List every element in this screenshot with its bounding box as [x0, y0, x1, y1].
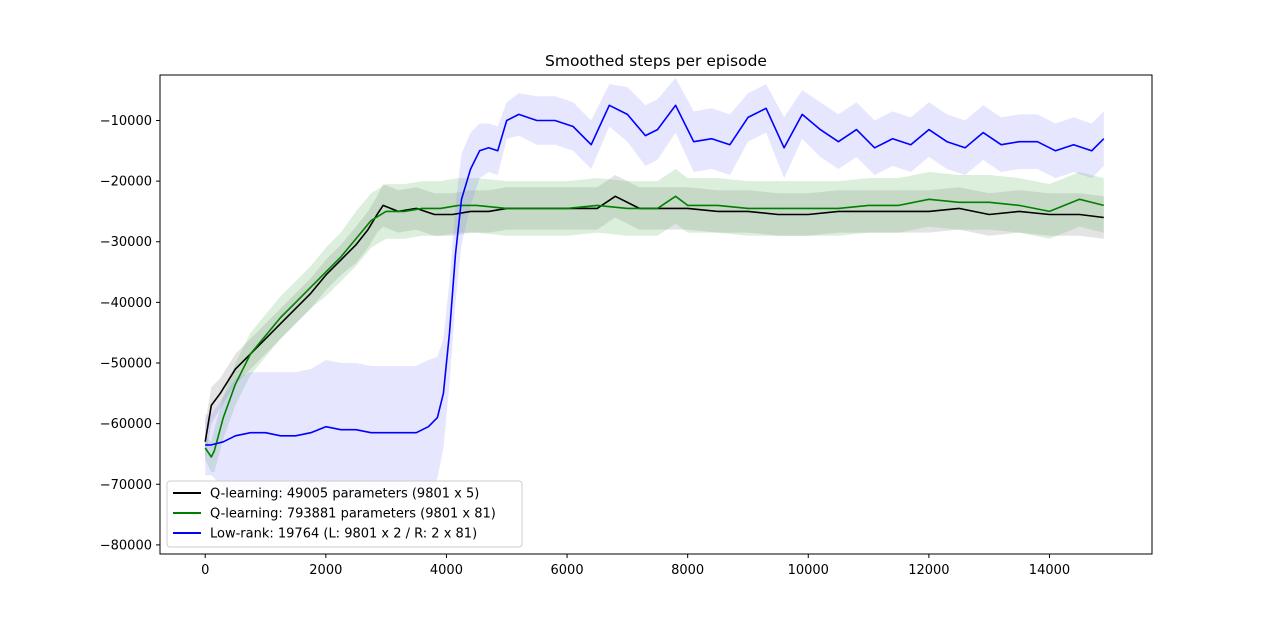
y-tick-label: −60000 — [100, 417, 152, 432]
x-tick-label: 6000 — [551, 563, 584, 578]
y-axis: −80000 −70000 −60000 −50000 −40000 −30000 −200… — [100, 114, 160, 553]
series-1-band — [205, 169, 1104, 473]
legend-label: Low-rank: 19764 (L: 9801 x 2 / R: 2 x 81… — [210, 527, 477, 542]
y-tick-label: −50000 — [100, 357, 152, 372]
y-tick-label: −10000 — [100, 114, 152, 129]
y-tick-label: −80000 — [100, 538, 152, 553]
y-tick-label: −70000 — [100, 478, 152, 493]
x-tick-label: 10000 — [788, 563, 829, 578]
plot-area-frame — [159, 74, 1153, 555]
legend-label: Q-learning: 49005 parameters (9801 x 5) — [210, 487, 479, 502]
series-2-band — [205, 78, 1104, 500]
confidence-bands — [205, 78, 1104, 500]
legend-box — [166, 480, 523, 548]
y-tick-label: −30000 — [100, 235, 152, 250]
x-axis: 0 2000 4000 6000 8000 10000 12000 14000 — [201, 554, 1070, 578]
x-tick-label: 8000 — [671, 563, 704, 578]
x-tick-label: 12000 — [908, 563, 949, 578]
x-tick-label: 2000 — [309, 563, 342, 578]
series-lines — [204, 104, 1105, 458]
x-tick-label: 4000 — [430, 563, 463, 578]
legend-label: Q-learning: 793881 parameters (9801 x 81… — [210, 507, 496, 522]
legend: Q-learning: 49005 parameters (9801 x 5) Q… — [166, 480, 523, 548]
series-1-line — [204, 195, 1104, 458]
x-tick-label: 0 — [201, 563, 209, 578]
series-0-band — [205, 175, 1104, 460]
x-tick-label: 14000 — [1029, 563, 1070, 578]
chart-title: Smoothed steps per episode — [545, 52, 767, 70]
y-tick-label: −20000 — [100, 175, 152, 190]
series-2-line — [205, 104, 1105, 446]
y-tick-label: −40000 — [100, 296, 152, 311]
